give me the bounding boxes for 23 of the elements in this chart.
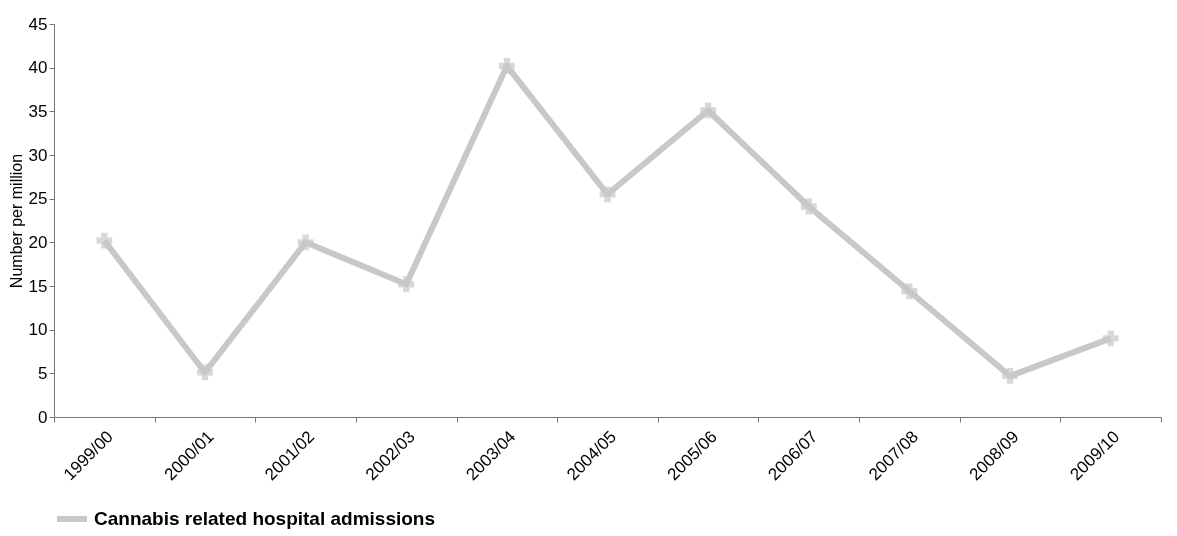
point [498,58,515,74]
y-tick-label: 0 [38,407,48,427]
point [901,283,918,300]
y-tick-label: 35 [28,101,48,121]
point [96,232,113,249]
y-tick-label: 5 [38,363,48,383]
y-tick-label: 10 [28,320,48,340]
point [398,276,415,293]
point [1102,330,1119,347]
point [700,102,717,119]
point [599,186,616,203]
point [800,198,817,215]
y-tick-label: 25 [28,189,48,209]
y-tick-label: 45 [28,14,48,34]
point [197,364,213,381]
y-tick-label: 40 [28,58,48,78]
y-tick-label: 15 [28,276,48,296]
point [1002,368,1018,384]
legend-label: Cannabis related hospital admissions [94,508,436,529]
y-tick-label: 20 [28,232,48,252]
y-tick-label: 30 [28,145,48,165]
y-axis-title: Number per million [7,153,25,289]
point [297,234,314,251]
